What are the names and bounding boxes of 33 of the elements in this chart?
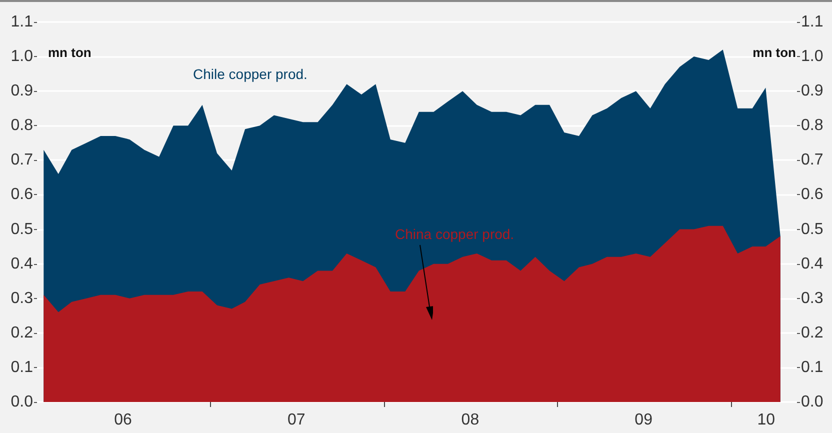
x-tick-label: 09 bbox=[634, 412, 653, 428]
y2-tick-label: 0.5 bbox=[801, 220, 824, 238]
y2-tick-label: 1.1 bbox=[801, 14, 824, 30]
y2-tick-label: 0.3 bbox=[801, 290, 824, 307]
y-tick-label: 0.5 bbox=[10, 220, 34, 238]
x-tick-label: 08 bbox=[461, 412, 480, 428]
y-tick-label: 1.0 bbox=[10, 48, 34, 66]
y-tick-label: 0.7 bbox=[10, 152, 34, 169]
y2-tick-label: 0.8 bbox=[801, 117, 824, 134]
y2-tick-label: 0.4 bbox=[801, 255, 824, 272]
y-tick-label: 1.1 bbox=[10, 14, 34, 30]
series-label: Chile copper prod. bbox=[193, 66, 308, 82]
y-tick-label: 0.4 bbox=[10, 255, 34, 272]
y-tick-label: 0.8 bbox=[10, 117, 34, 134]
y-tick-label: 0.6 bbox=[10, 186, 34, 204]
x-tick-label: 07 bbox=[287, 412, 306, 428]
y2-tick-label: 0.9 bbox=[801, 82, 824, 100]
y-tick-label: 0.2 bbox=[10, 324, 34, 342]
y2-tick-label: 0.1 bbox=[801, 358, 824, 376]
y2-tick-label: 0.0 bbox=[801, 394, 824, 410]
y-tick-label: 0.3 bbox=[10, 290, 34, 307]
y2-tick-label: 0.2 bbox=[801, 324, 824, 342]
y-tick-label: 0.1 bbox=[10, 358, 34, 376]
y-tick-label: 0.9 bbox=[10, 82, 34, 100]
y2-axis-title: mn ton bbox=[752, 45, 796, 60]
series-label: China copper prod. bbox=[395, 226, 514, 242]
x-tick-label: 06 bbox=[114, 412, 132, 428]
x-tick-label: 10 bbox=[757, 412, 776, 428]
y2-tick-label: 0.6 bbox=[801, 186, 824, 204]
y-tick-label: 0.0 bbox=[10, 394, 34, 410]
y2-tick-label: 1.0 bbox=[801, 48, 824, 66]
y-axis-title: mn ton bbox=[48, 45, 92, 60]
y2-tick-label: 0.7 bbox=[801, 152, 824, 169]
